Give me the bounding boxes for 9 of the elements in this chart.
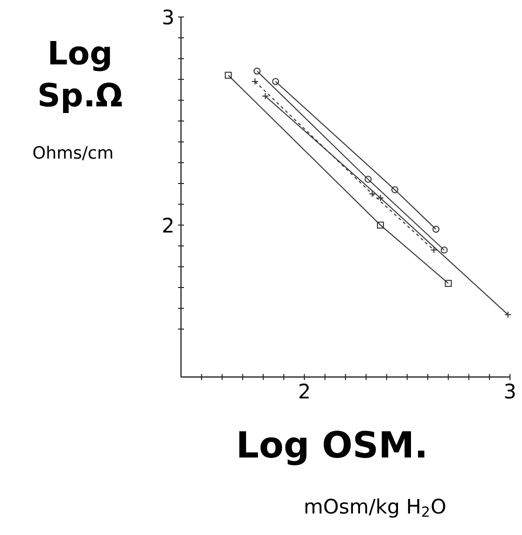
point — [376, 222, 384, 229]
point — [444, 280, 452, 287]
point — [364, 176, 372, 183]
point — [224, 72, 232, 79]
text: mOsm/kg H$_{2}$O — [305, 498, 446, 518]
text: Ohms/cm — [33, 146, 112, 160]
point — [391, 186, 398, 194]
y-axis-title: Log Sp.Ω — [40, 41, 122, 113]
x-axis-title: Log OSM. — [239, 430, 424, 466]
